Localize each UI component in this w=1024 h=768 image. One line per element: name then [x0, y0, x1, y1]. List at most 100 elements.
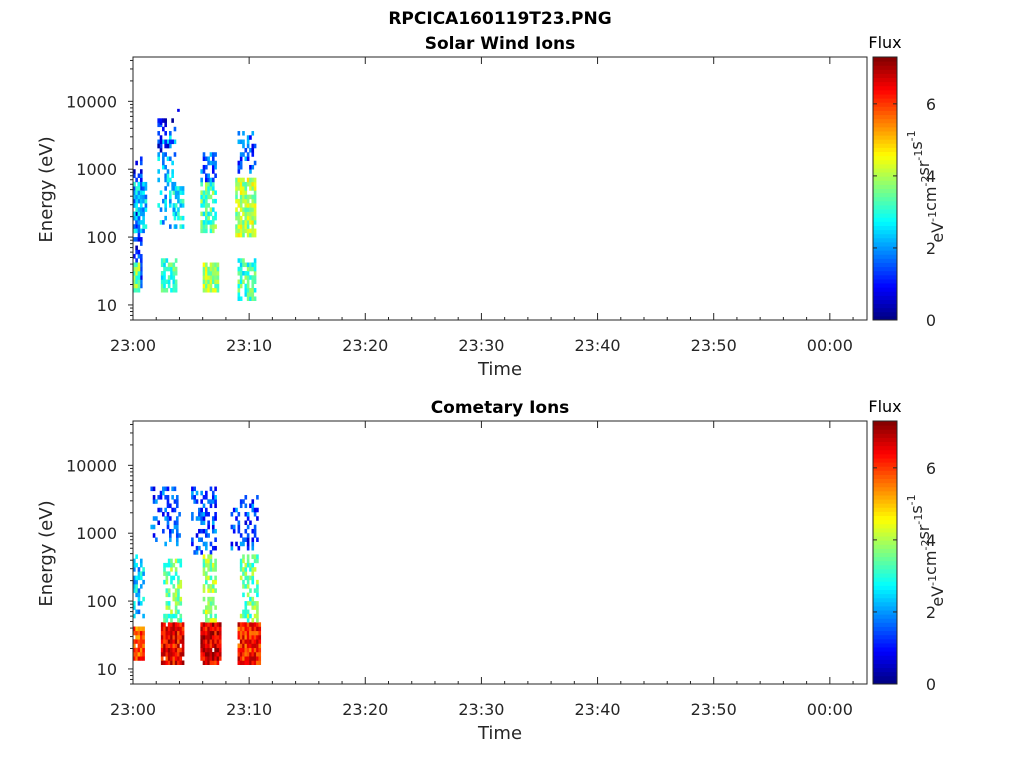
flux-cell	[202, 588, 206, 593]
flux-cell	[239, 152, 243, 157]
flux-cell	[246, 592, 250, 598]
flux-cell	[177, 584, 180, 589]
flux-cell	[251, 228, 255, 234]
flux-cell	[174, 271, 178, 276]
flux-cell	[242, 228, 245, 234]
flux-cell	[164, 186, 167, 191]
colorbar-swatch	[873, 274, 897, 280]
flux-cell	[246, 618, 250, 623]
flux-cell	[251, 194, 255, 200]
flux-cell	[216, 279, 220, 285]
flux-cell	[142, 198, 145, 204]
colorbar-swatch	[873, 536, 897, 541]
flux-cell	[174, 601, 178, 606]
flux-cell	[232, 507, 236, 513]
flux-cell	[200, 198, 203, 204]
colorbar-swatch	[873, 77, 897, 83]
flux-cell	[235, 198, 238, 204]
flux-cell	[256, 579, 259, 585]
flux-cell	[173, 499, 177, 504]
flux-cell	[211, 164, 215, 170]
flux-cell	[202, 626, 206, 632]
flux-cell	[164, 215, 167, 221]
flux-cell	[246, 152, 250, 157]
flux-cell	[239, 626, 243, 632]
flux-cell	[258, 630, 262, 636]
flux-cell	[256, 588, 259, 593]
flux-cell	[135, 626, 138, 632]
flux-cell	[242, 232, 245, 238]
flux-cell	[159, 139, 163, 145]
flux-cell	[253, 266, 257, 272]
flux-cell	[211, 224, 215, 229]
flux-cell	[214, 613, 217, 619]
flux-cell	[163, 639, 166, 644]
flux-cell	[237, 186, 241, 191]
flux-cell	[237, 169, 241, 174]
flux-cell	[157, 169, 161, 174]
flux-cell	[169, 533, 172, 538]
flux-cell	[133, 228, 136, 234]
flux-cell	[172, 186, 176, 191]
flux-cell	[256, 622, 259, 627]
colorbar-swatch	[873, 151, 897, 157]
flux-cell	[249, 626, 252, 632]
flux-cell	[177, 190, 180, 195]
flux-cell	[167, 562, 171, 568]
flux-cell	[175, 516, 179, 521]
flux-cell	[244, 198, 248, 204]
flux-cell	[205, 618, 208, 623]
flux-cell	[202, 562, 206, 568]
flux-cell	[244, 605, 248, 610]
colorbar-swatch	[873, 213, 897, 218]
flux-cell	[214, 545, 217, 551]
flux-cell	[216, 630, 220, 636]
flux-cell	[173, 181, 177, 187]
flux-cell	[242, 537, 245, 542]
flux-cell	[246, 228, 250, 234]
flux-cell	[174, 596, 178, 602]
flux-cell	[209, 660, 213, 665]
flux-cell	[207, 567, 210, 572]
colorbar-swatch	[873, 303, 897, 309]
flux-cell	[246, 584, 250, 589]
colorbar-swatch	[873, 671, 897, 677]
flux-cell	[242, 643, 245, 649]
flux-cell	[200, 550, 203, 555]
flux-cell	[211, 622, 215, 627]
flux-cell	[232, 528, 236, 534]
colorbar-frame	[872, 420, 898, 685]
flux-cell	[211, 601, 215, 606]
flux-cell	[163, 258, 166, 263]
flux-cell	[242, 660, 245, 665]
colorbar-swatch	[873, 507, 897, 512]
colorbar-swatch	[873, 106, 897, 111]
flux-cell	[214, 562, 217, 568]
flux-cell	[242, 198, 245, 204]
flux-cell	[237, 647, 241, 653]
flux-cell	[135, 275, 138, 280]
flux-cell	[205, 647, 208, 653]
flux-cell	[251, 656, 255, 661]
flux-cell	[163, 651, 166, 657]
flux-cell	[251, 143, 255, 149]
flux-cell	[139, 275, 143, 280]
flux-cell	[160, 660, 164, 665]
flux-cell	[239, 228, 243, 234]
flux-cell	[155, 499, 158, 504]
flux-cell	[249, 262, 252, 268]
flux-cell	[160, 275, 164, 280]
flux-cell	[169, 135, 172, 140]
flux-cell	[205, 571, 208, 576]
flux-cell	[133, 656, 136, 661]
flux-cell	[165, 656, 169, 661]
flux-cell	[251, 211, 255, 217]
flux-cell	[179, 656, 183, 661]
flux-cell	[160, 271, 164, 276]
flux-cell	[200, 511, 203, 517]
flux-cell	[237, 198, 241, 204]
flux-cell	[160, 626, 164, 632]
figure-title: RPCICA160119T23.PNG	[388, 9, 611, 29]
flux-cell	[175, 499, 179, 504]
flux-cell	[135, 262, 138, 268]
